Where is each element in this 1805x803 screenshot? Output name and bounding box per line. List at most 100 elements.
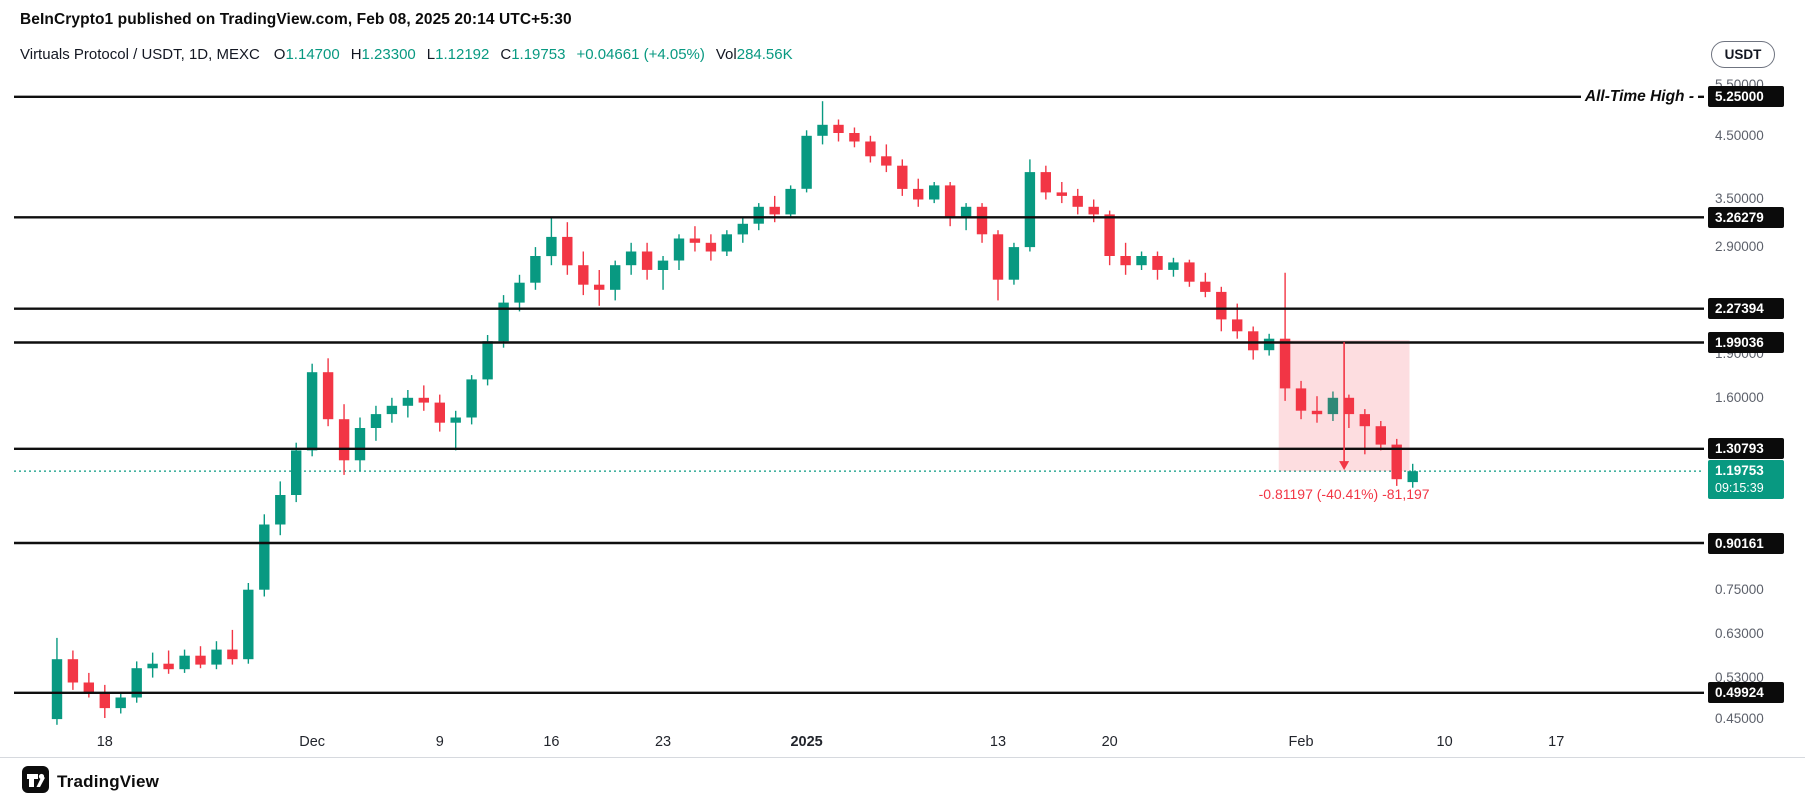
candlestick (1279, 272, 1291, 401)
candlestick (1295, 380, 1307, 420)
current-price-badge: 1.19753 09:15:39 (1708, 460, 1784, 500)
candlestick (1311, 396, 1323, 423)
candlestick (386, 397, 398, 423)
candlestick (673, 234, 685, 270)
candlestick (1200, 272, 1211, 298)
candlestick (689, 226, 701, 252)
candlestick (322, 358, 334, 427)
candlestick (1184, 259, 1195, 287)
candlestick (1040, 165, 1051, 200)
candlestick (514, 274, 525, 312)
candlestick (1104, 210, 1115, 266)
candlestick (115, 692, 126, 714)
candlestick (1088, 199, 1099, 223)
candlestick (594, 270, 605, 306)
current-price-value: 1.19753 (1715, 463, 1764, 479)
candlestick (1152, 251, 1163, 280)
candlestick (498, 295, 509, 348)
candlestick (131, 661, 142, 703)
low-value: 1.12192 (435, 46, 490, 63)
candlestick (179, 649, 190, 673)
candlestick (1407, 463, 1418, 488)
candlestick (147, 652, 158, 678)
candlestick (641, 242, 653, 280)
candlestick (1263, 333, 1275, 356)
candlestick (354, 417, 366, 471)
footer-divider (0, 757, 1805, 758)
candlestick (402, 390, 414, 418)
candlestick (865, 135, 876, 163)
candlestick (913, 178, 924, 207)
candlestick (562, 222, 573, 275)
candlestick (450, 410, 461, 451)
candlestick (51, 637, 63, 725)
candlestick (1359, 409, 1370, 455)
candlestick (1120, 242, 1131, 275)
candlestick (1136, 251, 1147, 270)
candlestick (291, 442, 302, 503)
high-value: 1.23300 (361, 46, 416, 63)
candlestick (1168, 257, 1179, 277)
candlestick (737, 218, 748, 243)
all-time-high-label: All-Time High - (1580, 86, 1698, 107)
candlestick (721, 230, 732, 256)
candlestick (99, 684, 110, 718)
candlestick (785, 185, 796, 219)
candlestick (306, 363, 318, 457)
candlestick (227, 629, 238, 665)
candlestick (801, 130, 812, 193)
volume-value: 284.56K (736, 46, 793, 63)
close-value: 1.19753 (511, 46, 566, 63)
candlestick (163, 650, 174, 674)
close-label: C (500, 46, 512, 63)
open-value: 1.14700 (285, 46, 340, 63)
candlestick (418, 385, 429, 411)
candlestick (1008, 242, 1020, 285)
candlestick (530, 247, 541, 290)
change-value: +0.04661 (+4.05%) (576, 46, 705, 63)
bar-countdown: 09:15:39 (1715, 481, 1764, 496)
candlestick (466, 375, 477, 425)
volume-label: Vol (715, 46, 737, 63)
candlestick (1056, 182, 1067, 204)
candlestick (1343, 394, 1355, 428)
candlestick (992, 230, 1004, 301)
candlestick (1327, 391, 1339, 421)
candlestick (370, 405, 382, 441)
tradingview-wordmark: TradingView (57, 772, 160, 791)
candlestick (338, 404, 350, 475)
candlestick (578, 251, 589, 296)
measure-label: -0.81197 (-40.41%) -81,197 (1258, 486, 1430, 503)
measure-arrowhead-icon (1339, 461, 1350, 471)
high-label: H (350, 46, 362, 63)
candlestick (1024, 159, 1036, 252)
open-label: O (273, 46, 286, 63)
candlestick (434, 394, 445, 432)
candlestick (1391, 438, 1402, 486)
candlestick (243, 583, 254, 664)
candlestick (881, 144, 892, 173)
symbol-title: Virtuals Protocol / USDT, 1D, MEXC (20, 46, 260, 63)
candlestick (275, 481, 286, 536)
candlestick (849, 127, 860, 148)
candlestick (817, 101, 828, 145)
candlestick (833, 119, 844, 142)
candlestick (1072, 188, 1083, 215)
candlestick (546, 218, 557, 266)
symbol-legend: Virtuals Protocol / USDT, 1D, MEXC O1.147… (20, 46, 804, 63)
candlestick (929, 182, 940, 204)
candlestick (1375, 421, 1386, 451)
candlestick (625, 242, 637, 275)
candlestick (897, 159, 908, 196)
candlestick (211, 641, 222, 670)
attribution-header: BeInCrypto1 published on TradingView.com… (20, 11, 572, 28)
tradingview-link[interactable]: TradingView (22, 766, 159, 798)
candlestick (259, 514, 270, 597)
candlestick (944, 182, 956, 227)
candlestick (67, 650, 79, 690)
currency-toggle-button[interactable]: USDT (1711, 41, 1775, 68)
low-label: L (426, 46, 436, 63)
candlestick (705, 234, 717, 261)
